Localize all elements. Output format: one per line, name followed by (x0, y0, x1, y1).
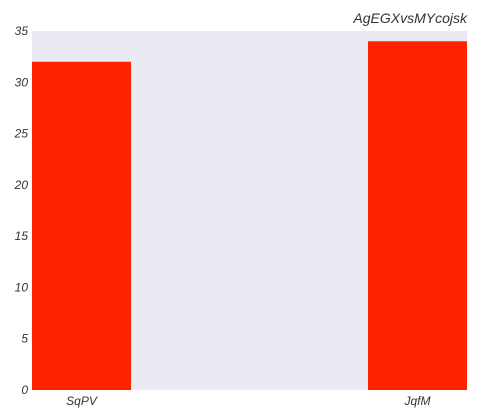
x-axis-ticks: SqPV JqfM (66, 394, 430, 408)
y-tick-label: 10 (15, 280, 29, 294)
y-tick-label: 15 (15, 229, 29, 243)
y-tick-label: 5 (21, 332, 28, 346)
y-tick-label: 25 (14, 127, 29, 141)
x-tick-label: SqPV (66, 394, 98, 408)
bar-sqpv (32, 61, 131, 391)
y-tick-label: 20 (14, 178, 29, 192)
y-axis-ticks: 0 5 10 15 20 25 30 35 (14, 24, 29, 397)
bar-jqfm (368, 41, 467, 390)
y-tick-label: 0 (21, 383, 28, 397)
y-tick-label: 30 (15, 75, 29, 89)
y-tick-label: 35 (15, 24, 29, 38)
bars-group (32, 41, 467, 391)
x-tick-label: JqfM (403, 394, 430, 408)
chart-title: AgEGXvsMYcojsk (352, 10, 468, 26)
